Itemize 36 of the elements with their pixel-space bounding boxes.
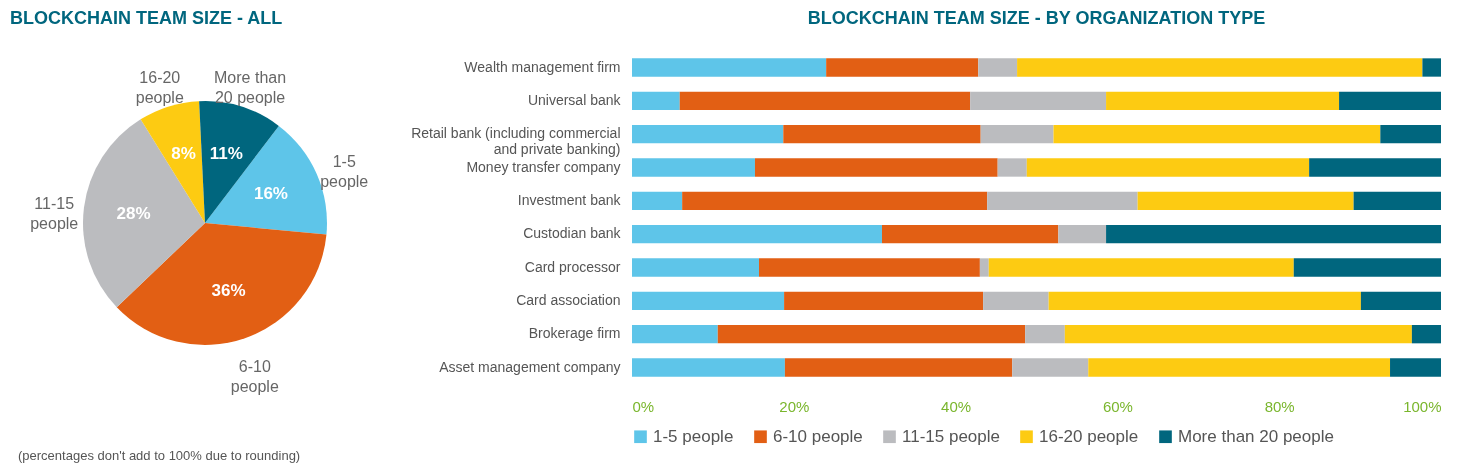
y-tick-label: Card association (516, 291, 621, 308)
x-tick-label: 40% (941, 397, 972, 415)
chart-title: BLOCKCHAIN TEAM SIZE - ALL (10, 8, 283, 28)
pie-slice (83, 119, 205, 308)
data-label: 16% (253, 184, 288, 204)
legend-label: More than 20 people (1178, 426, 1334, 446)
data-label: 28% (116, 203, 151, 223)
x-tick-label: 0% (632, 397, 655, 415)
y-tick-label: Wealth management firm (464, 58, 621, 75)
legend-label: 16-20 people (1039, 426, 1139, 446)
x-tick-label: 20% (779, 397, 810, 415)
x-tick-label: 80% (1264, 397, 1295, 415)
text: (percentages don't add to 100% due to rounding) (18, 448, 301, 463)
data-label: 8% (171, 144, 196, 164)
slice-label: 6-10 people (230, 357, 279, 395)
slice-label: More than 20 people (214, 68, 287, 106)
y-tick-label: Brokerage firm (528, 325, 621, 342)
x-tick-label: 100% (1403, 397, 1442, 415)
legend-label: 1-5 people (653, 426, 734, 446)
y-tick-label: Asset management company (439, 358, 621, 375)
slice-label: 16-20 people (135, 68, 184, 106)
legend-label: 11-15 people (902, 426, 1000, 446)
y-tick-label: Money transfer company (466, 158, 621, 175)
y-tick-label: Retail bank (including commercial and private banking) (411, 125, 621, 158)
legend-label: 6-10 people (773, 426, 863, 446)
y-tick-label: Card processor (524, 258, 621, 275)
y-tick-label: Universal bank (527, 91, 622, 108)
slice-label: 1-5 people (320, 152, 369, 190)
y-tick-label: Investment bank (517, 191, 622, 208)
data-label: 36% (211, 281, 246, 301)
chart-title: BLOCKCHAIN TEAM SIZE - BY ORGANIZATION TYPE (807, 8, 1266, 28)
x-tick-label: 60% (1102, 397, 1133, 415)
data-label: 11% (209, 144, 243, 164)
pie-slice (116, 223, 327, 345)
slice-label: 11-15 people (30, 194, 79, 232)
y-tick-label: Custodian bank (523, 225, 622, 242)
